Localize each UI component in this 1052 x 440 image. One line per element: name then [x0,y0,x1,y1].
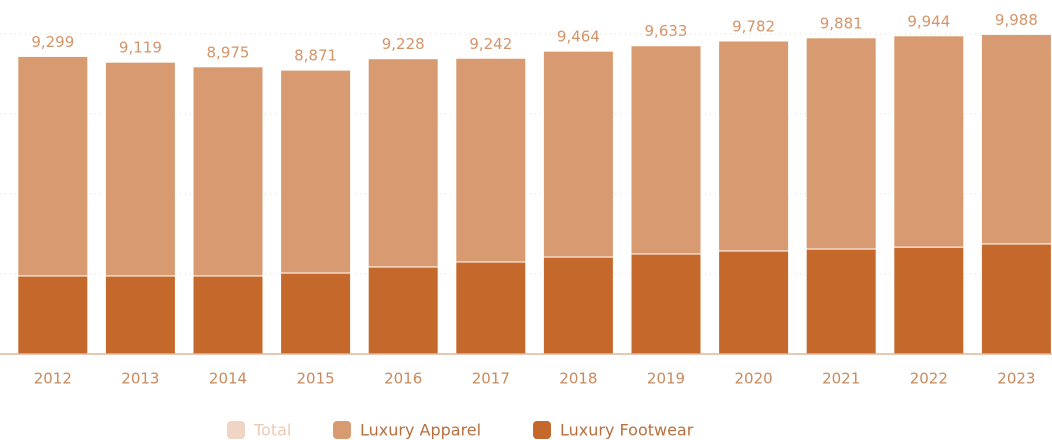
bar-segment [542,50,614,258]
legend-swatch [333,421,351,439]
bar-segment [367,266,439,355]
total-label: 9,242 [469,35,512,53]
bar-segment [280,69,352,274]
x-tick-label: 2018 [559,370,597,388]
bar-segment [980,243,1052,355]
bar-segment [104,275,176,355]
bar-segment [630,45,702,255]
x-tick-label: 2014 [209,370,247,388]
x-tick-label: 2013 [121,370,159,388]
bar-segment [192,275,264,355]
x-tick-label: 2023 [997,370,1035,388]
bar-segment [17,275,89,355]
legend-label: Luxury Footwear [560,421,694,440]
legend-label: Luxury Apparel [360,421,481,440]
x-tick-label: 2022 [910,370,948,388]
bar-segment [455,261,527,355]
bar-segment [104,61,176,277]
total-label: 9,633 [645,22,688,40]
bar-segment [192,66,264,277]
total-label: 9,119 [119,39,162,57]
total-label: 8,975 [207,43,250,61]
total-label: 9,299 [31,33,74,51]
legend-swatch [227,421,245,439]
total-label: 8,871 [294,47,337,65]
x-tick-label: 2017 [472,370,510,388]
bar-segment [718,250,790,355]
legend-swatch [533,421,551,439]
bar-segment [367,58,439,268]
bar-segment [805,248,877,355]
x-tick-label: 2015 [297,370,335,388]
x-tick-label: 2012 [34,370,72,388]
x-tick-label: 2020 [735,370,773,388]
total-label: 9,988 [995,11,1038,29]
x-tick-label: 2021 [822,370,860,388]
legend-label: Total [253,421,291,440]
total-label: 9,464 [557,28,600,46]
bar-segment [17,55,89,277]
x-tick-label: 2016 [384,370,422,388]
bar-segment [805,37,877,250]
bar-segment [893,246,965,355]
total-label: 9,944 [907,12,950,30]
bar-segment [893,35,965,248]
bar-segment [718,40,790,252]
bar-segment [280,272,352,355]
bar-segment [542,256,614,355]
bar-segment [980,33,1052,245]
total-label: 9,228 [382,35,425,53]
bar-segment [630,253,702,355]
bar-segment [455,57,527,263]
total-label: 9,881 [820,14,863,32]
x-tick-label: 2019 [647,370,685,388]
total-label: 9,782 [732,17,775,35]
